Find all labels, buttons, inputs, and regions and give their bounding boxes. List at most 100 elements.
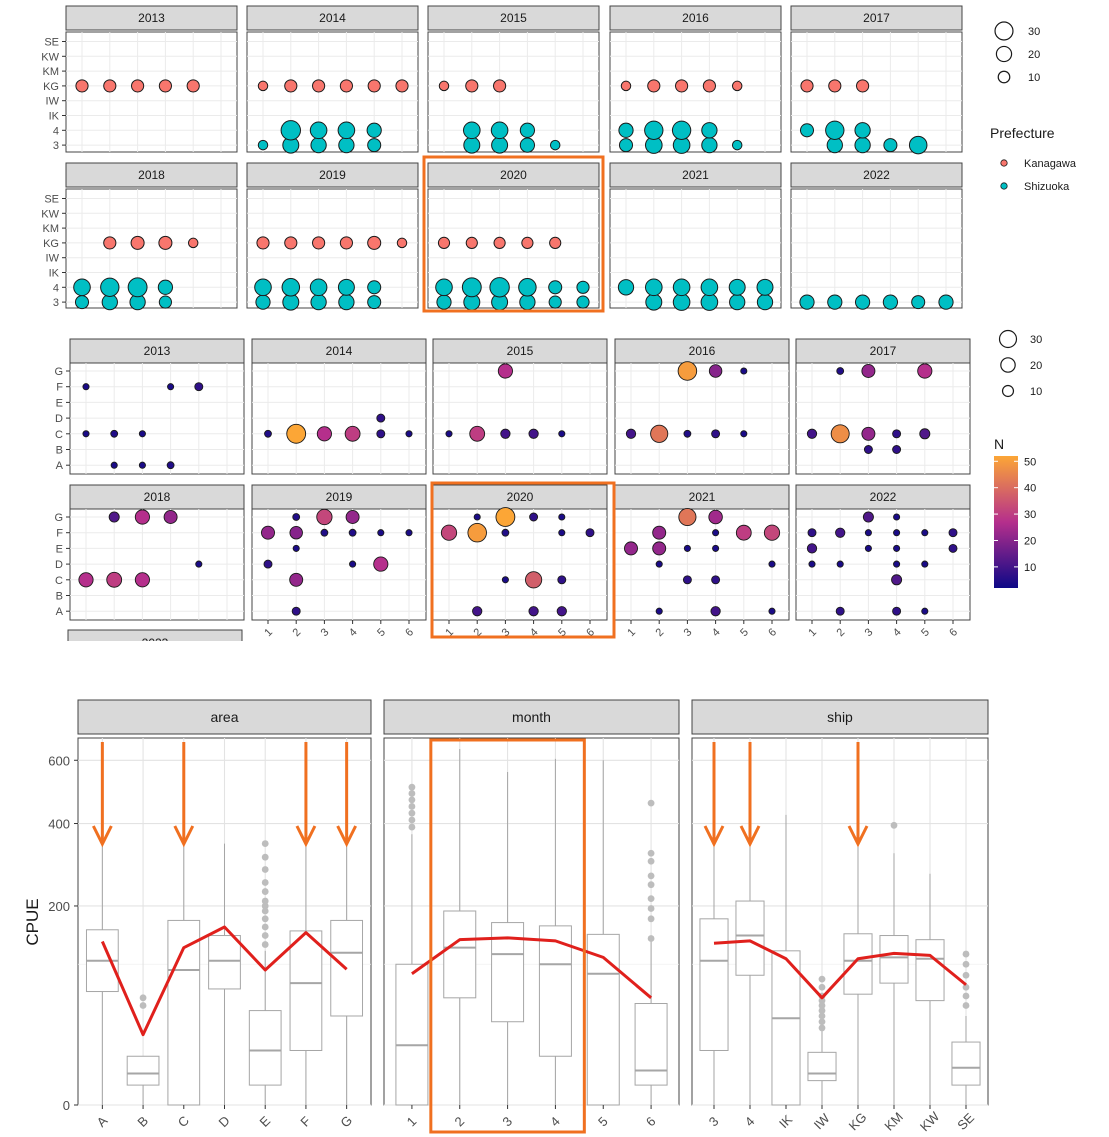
data-point [882, 294, 899, 310]
data-point [158, 79, 172, 93]
facet-strip [65, 162, 238, 188]
data-point [620, 80, 632, 92]
data-point [106, 571, 123, 588]
data-point [108, 511, 120, 523]
data-point [134, 572, 150, 588]
box-outlier [647, 799, 655, 807]
data-point [100, 277, 120, 297]
data-point [836, 367, 845, 375]
facet-label: 2017 [863, 11, 890, 25]
box-outlier [962, 960, 970, 968]
box-outlier [962, 971, 970, 979]
data-point [917, 363, 933, 379]
facet-label: 2014 [326, 344, 353, 358]
data-point [461, 277, 482, 298]
box-outlier [261, 840, 269, 847]
data-point [652, 541, 667, 556]
y-tick-label: IK [49, 268, 60, 280]
y-tick-label: IK [49, 111, 60, 123]
data-point [395, 79, 409, 93]
x-tick-label: 2 [834, 626, 847, 639]
data-point [768, 560, 776, 568]
data-point [337, 278, 355, 296]
data-point [863, 445, 873, 454]
data-point [465, 79, 479, 93]
data-point [263, 559, 273, 569]
data-point [830, 424, 850, 444]
y-tick-label: KW [41, 51, 59, 63]
data-point [521, 236, 534, 250]
facet-label: 2018 [144, 490, 171, 504]
data-point [835, 606, 845, 616]
x-tick-label: D [216, 1113, 233, 1130]
data-point [519, 293, 536, 311]
box-outlier [408, 823, 416, 831]
facet-strip [795, 484, 971, 510]
x-tick-label: 3 [499, 1114, 515, 1130]
box-outlier [647, 935, 655, 942]
data-point [103, 236, 117, 250]
data-point [645, 293, 663, 311]
data-point [710, 606, 721, 617]
data-point [367, 79, 381, 93]
data-point [799, 123, 815, 138]
box-outlier [261, 915, 269, 923]
y-tick-label: D [55, 559, 63, 571]
data-point [682, 575, 692, 585]
x-tick-label: 6 [643, 1114, 659, 1130]
data-point [800, 79, 814, 93]
data-point [854, 294, 871, 310]
data-point [708, 509, 723, 525]
box-iqr [807, 1051, 837, 1082]
data-point [672, 293, 691, 311]
data-point [576, 280, 590, 294]
y-tick-label: 600 [48, 753, 70, 768]
data-point [489, 277, 510, 298]
y-tick-label: KM [43, 66, 60, 78]
data-point [700, 278, 719, 297]
data-point [558, 529, 566, 537]
data-point [338, 293, 355, 311]
data-point [110, 461, 118, 469]
data-point [708, 364, 723, 378]
size-legend-key [1000, 357, 1016, 373]
data-point [194, 382, 204, 392]
data-point [345, 510, 360, 524]
facet-strip [790, 162, 963, 188]
data-point [501, 576, 509, 584]
annotation-arrow-head [703, 825, 725, 848]
data-point [255, 294, 271, 310]
data-point [921, 560, 929, 568]
size-legend-label: 20 [1030, 360, 1042, 372]
data-point [291, 606, 301, 616]
x-tick-label: 2 [653, 626, 666, 639]
annotation-arrow-head [847, 825, 869, 848]
facet-label: 2016 [689, 344, 716, 358]
x-tick-label: 4 [742, 1114, 758, 1130]
box-outlier [408, 796, 416, 804]
box-iqr [395, 963, 429, 1106]
box-outlier [818, 1018, 826, 1026]
y-tick-label: SE [44, 37, 59, 49]
data-point [310, 136, 327, 154]
data-point [828, 79, 842, 93]
data-point [806, 428, 818, 439]
data-point [158, 295, 172, 309]
y-axis-title: CPUE [23, 898, 42, 945]
data-point [528, 606, 539, 617]
box-outlier [818, 1012, 826, 1020]
data-point [644, 278, 663, 297]
data-point [344, 425, 361, 442]
data-point [166, 461, 175, 470]
box-outlier [261, 866, 269, 873]
box-outlier [890, 821, 898, 829]
mean-trend-line [100, 925, 348, 1037]
facet-label: 2019 [326, 490, 353, 504]
facet-label: 2015 [507, 344, 534, 358]
y-tick-label: KG [43, 81, 59, 93]
data-point [647, 79, 661, 93]
facet-strip [432, 338, 608, 364]
data-point [75, 79, 89, 93]
box-outlier [408, 803, 416, 810]
annotation-arrow-head [739, 825, 761, 848]
